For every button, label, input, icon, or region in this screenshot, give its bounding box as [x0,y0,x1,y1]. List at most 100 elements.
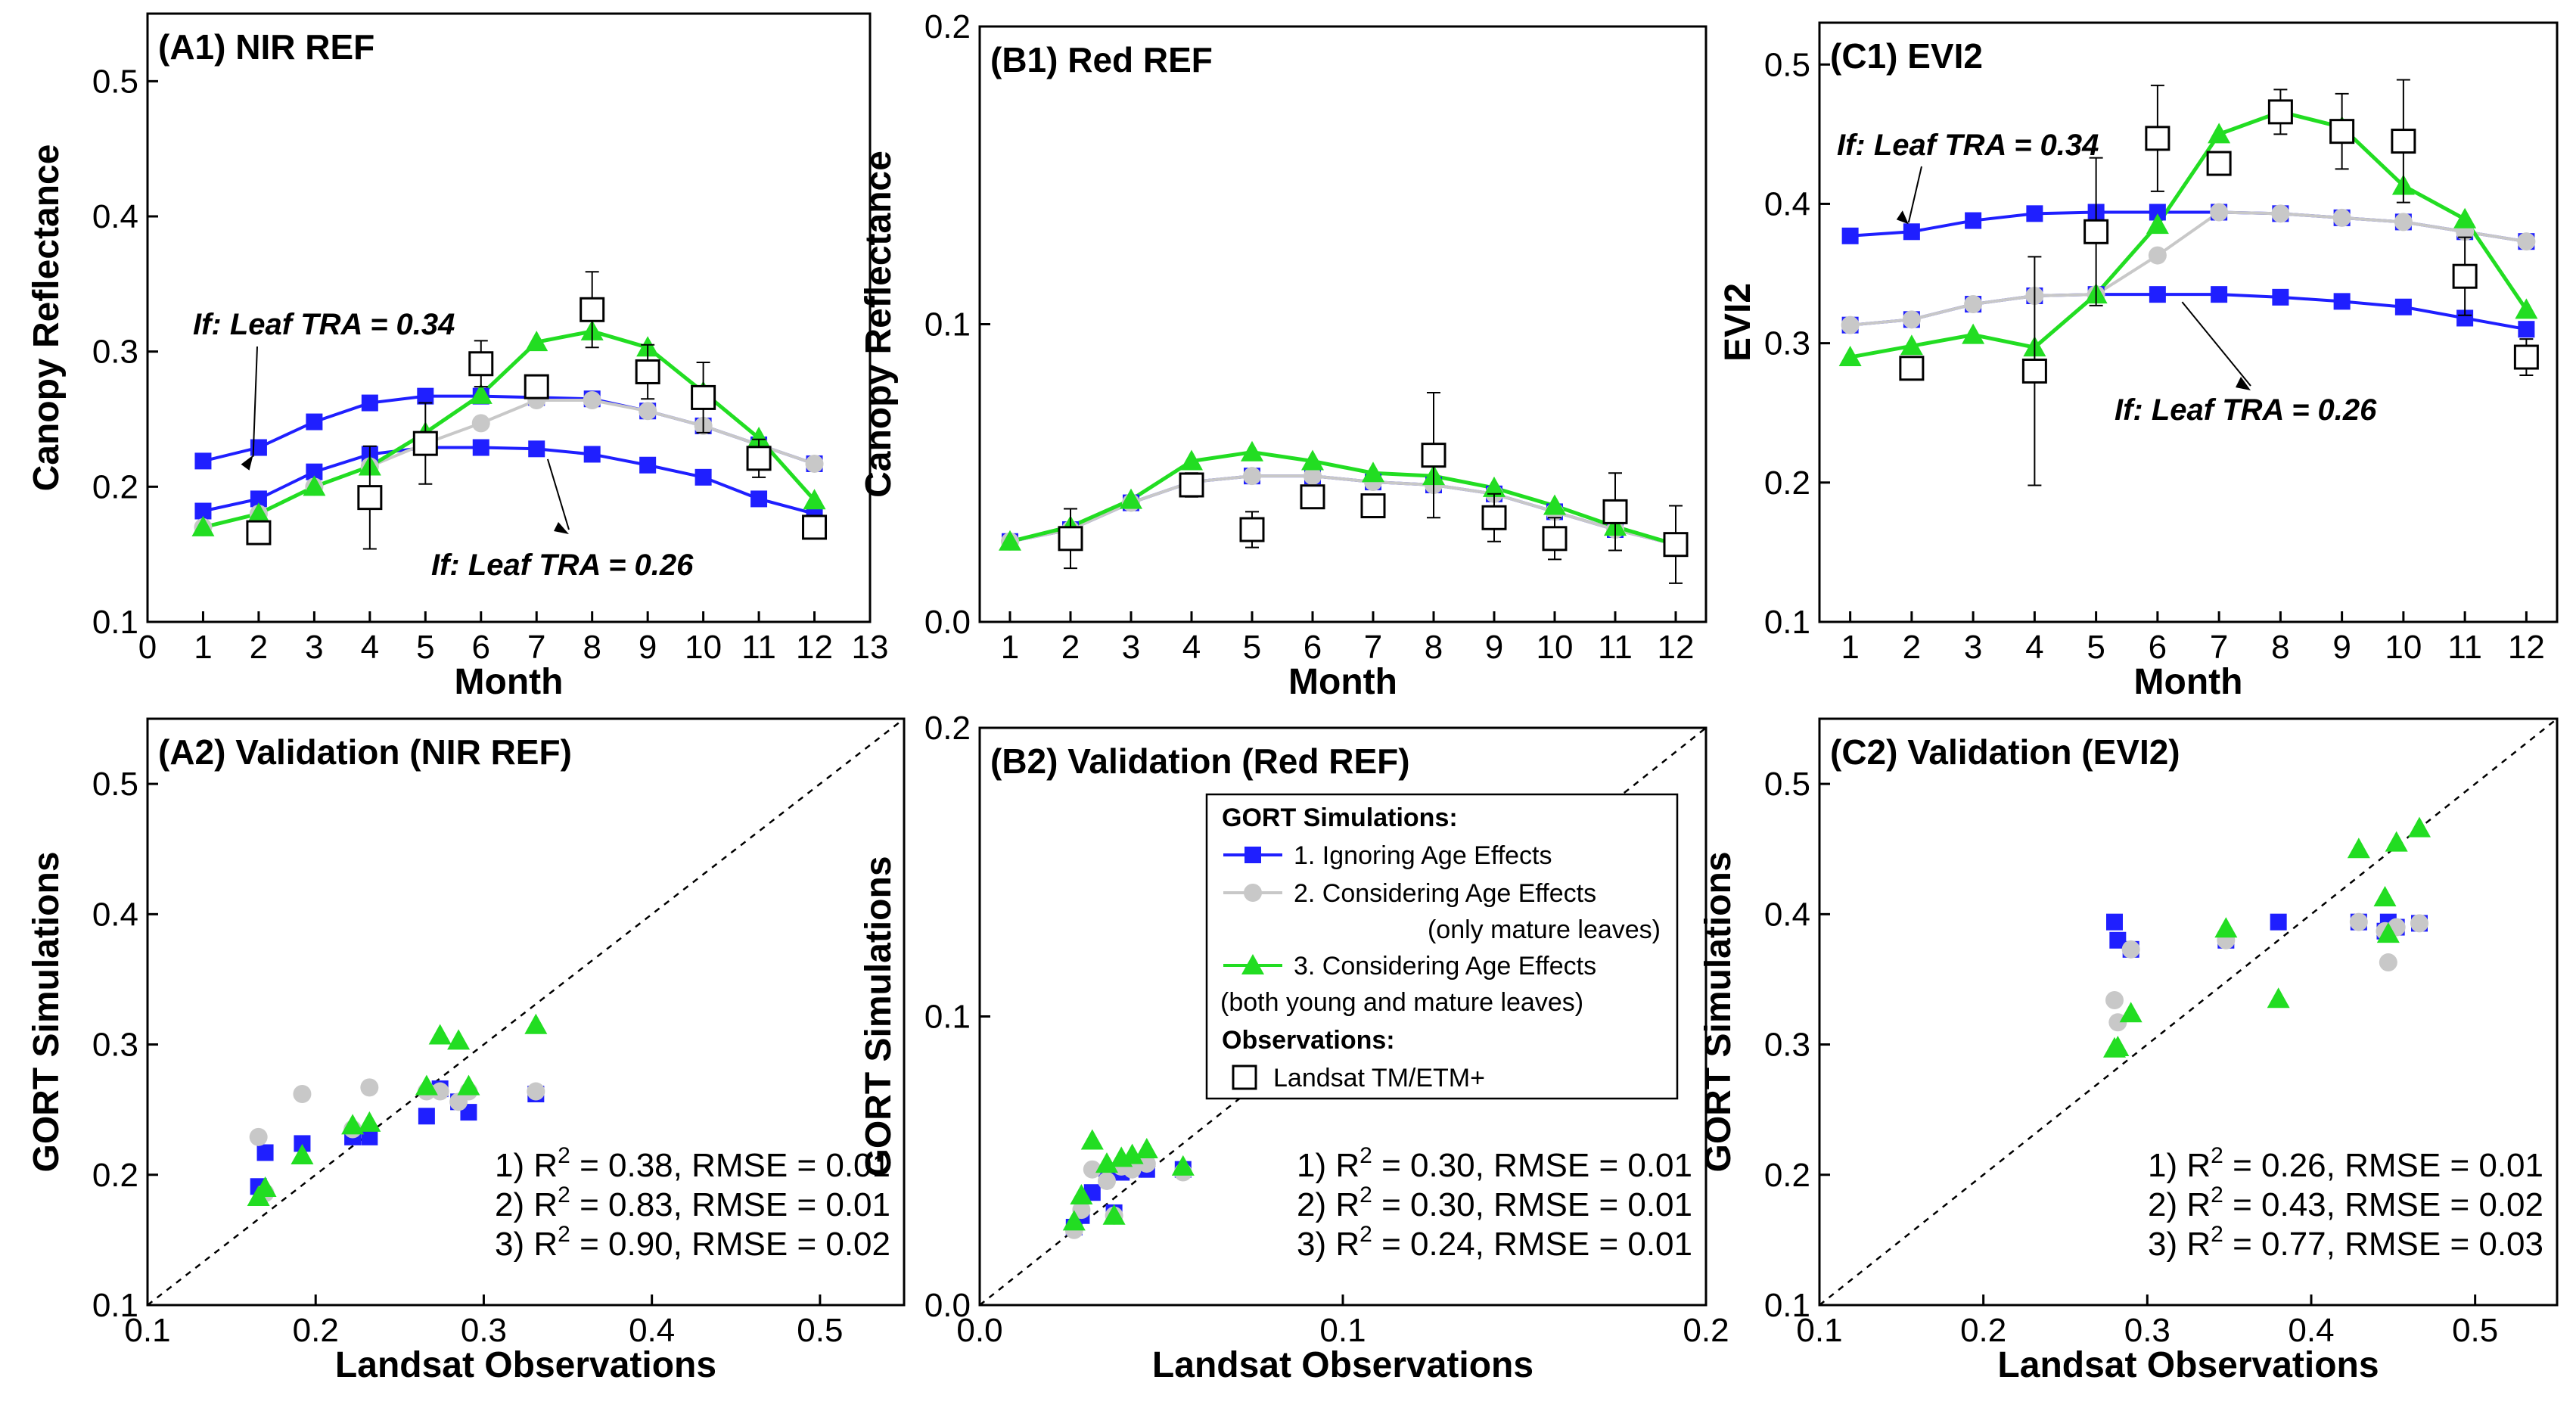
observation-marker-3 [1300,484,1325,510]
series-marker-mature-8 [2332,208,2351,227]
x-tick-label: 4 [1182,629,1201,666]
legend-marker-observation-0 [1232,1064,1257,1090]
series-marker-young_mature-5 [1301,449,1324,471]
y-tick-label: 0.1 [924,999,971,1036]
observation-marker-3 [468,351,494,377]
x-tick-label: 8 [583,629,601,666]
x-tick-label: 4 [2025,629,2043,666]
y-tick-label: 0.4 [92,896,138,933]
y-axis-label: Canopy Reflectance [859,151,899,498]
stat-prefix: 1) R [2148,1147,2211,1184]
series-marker-ignoring-7 [583,446,601,463]
scatter-point-young_mature-2 [291,1143,314,1164]
series-marker-ignoring-0 [1841,227,1859,244]
stat-superscript: 2 [1359,1183,1372,1207]
observation-marker-5 [1421,443,1446,468]
series-marker-mature-11 [2517,232,2536,251]
series-marker-young_mature-10 [2453,207,2477,228]
observation-marker-7 [691,384,716,410]
stat-superscript: 2 [2211,1183,2223,1207]
stat-line: 2) R2 = 0.83, RMSE = 0.01 [495,1183,890,1223]
scatter-point-mature-9 [527,1082,545,1101]
observation-marker-6 [2329,119,2355,145]
scatter-point-young_mature-2 [1080,1129,1104,1150]
stat-line: 2) R2 = 0.30, RMSE = 0.01 [1297,1183,1692,1223]
observation-marker-0 [246,520,272,545]
x-tick-label: 0.2 [1683,1312,1729,1349]
scatter-point-young_mature-1 [253,1176,277,1197]
x-tick-label: 2 [1061,629,1080,666]
legend-item-ignoring: 1. Ignoring Age Effects [1294,841,1552,870]
y-tick-label: 0.3 [1764,1027,1810,1064]
x-tick-label: 0.5 [2452,1312,2498,1349]
observation-marker-8 [746,446,772,471]
scatter-point-ignoring-4 [2270,913,2287,931]
legend-header-simulations: GORT Simulations: [1222,803,1458,832]
stat-suffix: = 0.90, RMSE = 0.02 [570,1226,890,1263]
x-tick-label: 0.4 [629,1312,675,1349]
y-tick-label: 0.0 [924,604,971,641]
observation-marker-8 [2452,263,2478,289]
x-tick-label: 5 [416,629,434,666]
scatter-point-young_mature-1 [1070,1184,1093,1205]
panel-title: (C1) EVI2 [1830,36,1983,76]
stat-prefix: 2) R [495,1186,558,1223]
x-tick-label: 0.2 [293,1312,339,1349]
y-tick-label: 0.2 [1764,1157,1810,1194]
series-marker-ignoring-7 [2272,288,2289,306]
x-tick-label: 6 [472,629,490,666]
observation-marker-0 [1899,356,1925,381]
y-axis-label: GORT Simulations [859,856,899,1176]
series-marker-young_mature-5 [469,383,493,404]
x-tick-label: 12 [796,629,833,666]
observation-marker-5 [580,297,605,322]
y-tick-label: 0.1 [92,1287,138,1324]
x-tick-label: 1 [1841,629,1859,666]
series-marker-young_mature-6 [2208,123,2231,144]
observation-marker-2 [1239,517,1265,542]
x-tick-label: 7 [2210,629,2228,666]
scatter-point-young_mature-1 [2106,1036,2130,1056]
observation-marker-8 [1602,499,1628,524]
stat-prefix: 3) R [495,1226,558,1263]
y-tick-label: 0.1 [1764,604,1810,641]
legend-item-observation: Landsat TM/ETM+ [1273,1064,1485,1092]
series-marker-ignoring-5 [2149,204,2166,221]
stat-superscript: 2 [1359,1222,1372,1247]
stat-prefix: 2) R [1297,1186,1359,1223]
y-tick-label: 0.2 [924,710,971,747]
observation-marker-4 [524,374,549,399]
stat-superscript: 2 [558,1143,570,1168]
x-axis-label: Month [2134,662,2243,702]
y-tick-label: 0.1 [1764,1287,1810,1324]
scatter-point-mature-4 [2349,912,2368,931]
stat-suffix: = 0.38, RMSE = 0.01 [570,1147,890,1184]
series-marker-young_mature-8 [1483,476,1506,497]
scatter-point-young_mature-7 [1135,1137,1158,1158]
x-tick-label: 11 [741,629,776,666]
arrowhead [2236,377,2251,390]
x-tick-label: 7 [1364,629,1382,666]
scatter-point-mature-1 [1072,1201,1091,1220]
scatter-point-young_mature-3 [341,1114,365,1135]
series-marker-ignoring-11 [2518,321,2535,338]
x-tick-label: 3 [1964,629,1982,666]
stat-superscript: 2 [558,1183,570,1207]
observation-marker-9 [802,514,828,540]
x-axis-label: Month [1288,662,1397,702]
panel-title: (B1) Red REF [990,40,1213,79]
series-marker-ignoring-8 [2333,293,2351,310]
x-tick-label: 1 [1001,629,1019,666]
x-axis-label: Month [455,662,564,702]
observation-marker-2 [412,430,438,456]
scatter-point-ignoring-0 [2106,913,2123,931]
stat-line: 1) R2 = 0.38, RMSE = 0.01 [495,1143,890,1184]
x-tick-label: 6 [1304,629,1322,666]
panel-title: (B2) Validation (Red REF) [990,741,1410,781]
x-axis-label: Landsat Observations [1152,1345,1533,1385]
series-marker-ignoring-6 [528,440,545,458]
scatter-point-young_mature-5 [2347,838,2370,859]
stat-line: 1) R2 = 0.30, RMSE = 0.01 [1297,1143,1692,1184]
